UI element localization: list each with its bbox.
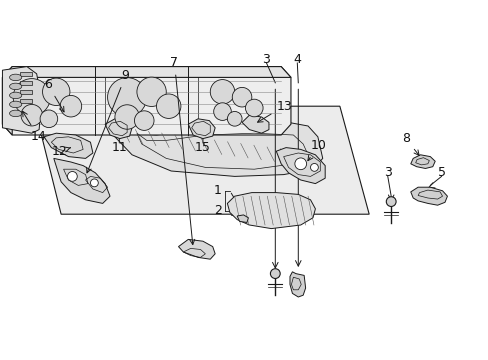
Circle shape	[386, 197, 395, 207]
Circle shape	[227, 112, 242, 126]
Text: 15: 15	[195, 141, 210, 154]
Circle shape	[134, 111, 154, 130]
Polygon shape	[237, 215, 248, 222]
Circle shape	[90, 179, 98, 187]
Ellipse shape	[10, 74, 22, 81]
Polygon shape	[2, 67, 290, 77]
Circle shape	[42, 78, 70, 105]
Polygon shape	[34, 106, 368, 214]
Polygon shape	[188, 119, 215, 139]
Text: 11: 11	[111, 141, 127, 154]
Bar	[20, 72, 32, 76]
Circle shape	[245, 99, 263, 117]
Circle shape	[60, 95, 81, 117]
Circle shape	[213, 103, 231, 120]
Text: 14: 14	[22, 111, 46, 143]
Polygon shape	[227, 193, 315, 229]
Bar	[20, 90, 32, 94]
Text: 5: 5	[437, 166, 445, 179]
Circle shape	[137, 77, 166, 107]
Ellipse shape	[10, 92, 22, 99]
Text: 1: 1	[213, 184, 221, 197]
Text: 6: 6	[44, 78, 64, 112]
Ellipse shape	[10, 110, 22, 117]
Text: 13: 13	[257, 100, 291, 122]
Text: 8: 8	[401, 132, 418, 156]
Text: 9: 9	[86, 69, 129, 173]
Text: 10: 10	[307, 139, 325, 161]
Polygon shape	[44, 133, 93, 158]
Polygon shape	[410, 155, 434, 168]
Polygon shape	[2, 77, 12, 135]
Text: 4: 4	[293, 53, 301, 66]
Text: 3: 3	[383, 166, 391, 179]
Circle shape	[310, 163, 318, 171]
Polygon shape	[2, 67, 290, 135]
Ellipse shape	[10, 83, 22, 90]
Text: 2: 2	[213, 204, 221, 217]
Polygon shape	[2, 67, 41, 133]
Circle shape	[210, 80, 234, 104]
Circle shape	[294, 158, 306, 170]
Circle shape	[107, 78, 146, 117]
Polygon shape	[105, 119, 132, 139]
Circle shape	[156, 94, 181, 118]
Circle shape	[270, 269, 280, 279]
Circle shape	[67, 171, 77, 181]
Text: 12: 12	[52, 145, 70, 158]
Circle shape	[21, 104, 42, 126]
Ellipse shape	[10, 101, 22, 108]
Bar	[20, 99, 32, 103]
Bar	[20, 81, 32, 85]
Circle shape	[115, 105, 139, 129]
Polygon shape	[107, 119, 322, 176]
Polygon shape	[276, 148, 325, 184]
Circle shape	[13, 78, 50, 116]
Polygon shape	[289, 272, 305, 297]
Text: 3: 3	[262, 53, 270, 66]
Circle shape	[40, 110, 58, 127]
Polygon shape	[54, 158, 110, 203]
Circle shape	[232, 87, 251, 107]
Text: 7: 7	[170, 57, 194, 244]
Polygon shape	[242, 115, 268, 133]
Polygon shape	[178, 239, 215, 259]
Polygon shape	[410, 187, 447, 205]
